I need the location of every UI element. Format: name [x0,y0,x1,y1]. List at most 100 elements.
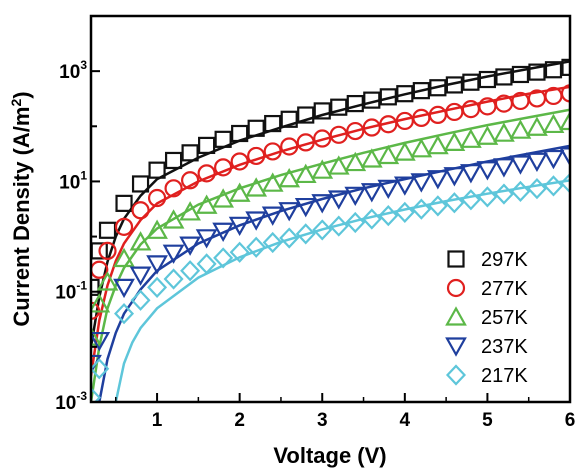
data-point-237K [559,147,570,167]
data-point-257K [327,155,350,175]
data-point-297K [429,79,447,97]
data-point-257K [559,110,570,131]
data-point-257K [311,159,334,179]
data-point-277K [263,142,282,161]
data-point-257K [228,182,251,202]
y-axis-title-suffix: ) [9,91,34,98]
data-point-237K [113,278,135,299]
data-point-217K [543,175,564,197]
data-point-237K [261,206,284,226]
data-point-257K [509,119,532,139]
data-point-297K [363,91,381,109]
data-point-257K [212,188,235,208]
data-point-217K [345,211,366,234]
data-point-217K [312,219,333,241]
data-point-297K [330,98,348,116]
data-point-277K [428,105,447,124]
data-point-217K [444,192,465,214]
data-point-277K [379,115,398,134]
data-point-257K [96,271,119,291]
data-point-277K [560,84,570,103]
data-point-237K [245,211,268,231]
legend-label-297K: 297K [481,249,528,271]
data-point-237K [311,194,334,214]
legend-label-257K: 257K [481,307,528,329]
data-point-237K [426,170,449,190]
data-point-257K [245,177,268,197]
data-point-277K [197,164,216,183]
data-point-257K [91,326,102,346]
x-axis-title: Voltage (V) [273,443,386,468]
x-tick-label: 4 [400,410,411,431]
data-point-217K [180,260,201,282]
data-point-297K [115,194,133,212]
data-point-217K [427,195,448,217]
data-point-257K [443,131,466,152]
data-point-217K [246,236,267,258]
data-point-237K [509,155,532,175]
data-points [91,58,570,402]
data-point-277K [362,118,381,137]
data-point-297K [247,119,265,137]
data-point-297K [280,110,298,128]
legend-marker-217K [445,364,467,386]
data-point-217K [147,276,168,298]
data-point-297K [445,76,463,94]
data-point-297K [131,175,150,193]
data-point-257K [162,209,185,229]
data-point-217K [460,189,481,211]
y-axis-title: Current Density (A/m2) [8,91,34,326]
data-point-237K [393,176,416,196]
legend-marker-257K [445,306,467,326]
data-point-297K [297,106,315,124]
data-point-297K [198,136,216,155]
data-point-277K [98,241,117,260]
data-point-277K [214,158,233,177]
data-point-237K [212,222,235,242]
data-point-237K [195,229,218,249]
data-point-297K [164,151,183,170]
data-point-217K [394,201,415,223]
y-axis-ticks: 10-3 10-1 101 103 [55,15,100,414]
y-tick-label: 103 [59,58,87,83]
data-point-257K [360,148,383,168]
data-point-237K [526,152,548,173]
x-tick-label: 3 [317,410,328,431]
data-point-257K [278,167,301,188]
data-point-277K [461,99,480,119]
data-point-257K [261,172,284,192]
data-point-237K [344,186,367,207]
data-point-257K [526,116,548,136]
data-point-277K [147,188,167,208]
data-point-217K [196,253,217,275]
legend-marker-277K [446,278,466,298]
data-point-257K [476,125,499,145]
data-point-257K [294,163,317,184]
x-tick-label: 5 [482,410,493,431]
data-point-237K [179,236,201,256]
data-point-297K [148,161,166,179]
data-point-297K [561,58,570,76]
plot-frame [89,14,572,404]
data-point-297K [412,82,430,100]
data-point-257K [344,151,367,172]
data-point-277K [181,171,200,190]
data-point-237K [460,164,482,184]
x-tick-label: 6 [565,410,576,431]
data-point-297K [98,221,117,239]
data-point-297K [495,68,513,86]
data-point-217K [493,183,514,205]
data-point-217K [328,215,349,237]
x-axis-ticks: 1 2 3 4 5 6 [115,393,576,431]
data-point-217K [91,387,102,402]
data-point-217K [163,268,184,290]
data-point-277K [280,137,299,156]
data-point-217K [213,247,234,269]
data-point-257K [377,144,400,165]
data-point-257K [113,247,135,268]
data-point-217K [130,289,151,311]
data-point-297K [396,85,414,103]
y-tick-label: 10-1 [55,279,87,304]
legend: 297K 277K 257K 237K 217K [445,249,528,387]
